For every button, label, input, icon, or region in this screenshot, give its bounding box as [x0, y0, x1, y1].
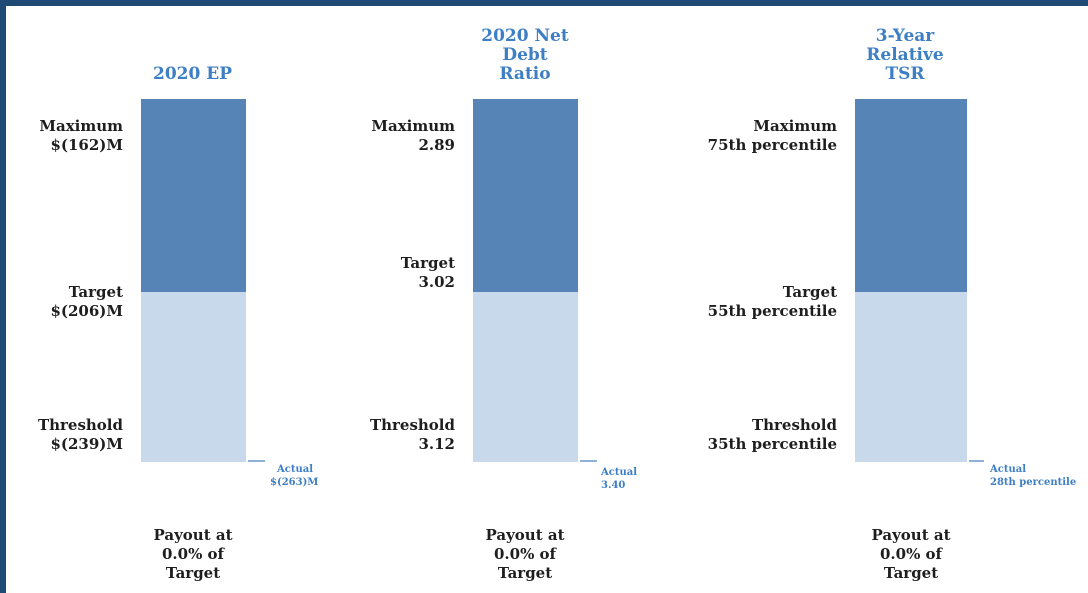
payout-line: 0.0% of	[879, 545, 943, 563]
payout-line: 0.0% of	[161, 545, 225, 563]
payout-line: Payout at	[871, 526, 951, 544]
actual-value: $(263)M	[270, 477, 319, 488]
level-threshold-ep: Threshold $(239)M	[38, 416, 123, 454]
actual-value: 28th percentile	[990, 477, 1077, 488]
panel-ep: 2020 EP Maximum $(162)M Target $(206)M T…	[0, 0, 330, 593]
payout-net-debt-ratio: Payout at 0.0% of Target	[465, 526, 585, 583]
actual-caption: Actual	[277, 464, 314, 475]
level-name: Maximum	[39, 117, 123, 135]
payout-line: 0.0% of	[493, 545, 557, 563]
level-target-net-debt-ratio: Target 3.02	[401, 254, 455, 292]
level-name: Target	[782, 283, 837, 301]
payout-line: Target	[883, 564, 939, 582]
payout-relative-tsr: Payout at 0.0% of Target	[851, 526, 971, 583]
level-maximum-ep: Maximum $(162)M	[39, 117, 123, 155]
panel-net-debt-ratio: 2020 Net Debt Ratio Maximum 2.89 Target …	[370, 26, 637, 583]
actual-marker-ep	[248, 460, 265, 462]
level-threshold-net-debt-ratio: Threshold 3.12	[370, 416, 455, 454]
actual-marker-relative-tsr	[969, 460, 984, 462]
level-target-relative-tsr: Target 55th percentile	[708, 283, 837, 321]
level-value: 35th percentile	[707, 435, 837, 453]
bar-above-target-ep	[141, 99, 246, 292]
level-value: 55th percentile	[707, 302, 837, 320]
payout-line: Target	[165, 564, 221, 582]
bar-above-target-relative-tsr	[855, 99, 967, 292]
level-name: Target	[400, 254, 455, 272]
level-value: 3.12	[418, 435, 455, 453]
actual-label-net-debt-ratio: Actual 3.40	[601, 466, 637, 492]
level-name: Maximum	[753, 117, 837, 135]
level-name: Maximum	[371, 117, 455, 135]
chart-title-relative-tsr: 3-Year Relative TSR	[866, 26, 944, 84]
level-value: $(162)M	[50, 136, 123, 154]
chart-title-ep: 2020 EP	[153, 64, 232, 84]
bar-above-target-net-debt-ratio	[473, 99, 578, 292]
level-maximum-relative-tsr: Maximum 75th percentile	[708, 117, 837, 155]
payout-line: Payout at	[153, 526, 233, 544]
actual-caption: Actual	[601, 467, 638, 478]
actual-label-relative-tsr: Actual 28th percentile	[990, 463, 1076, 489]
actual-value: 3.40	[601, 480, 626, 491]
level-target-ep: Target $(206)M	[50, 283, 123, 321]
level-maximum-net-debt-ratio: Maximum 2.89	[371, 117, 455, 155]
bar-below-target-ep	[141, 292, 246, 462]
level-value: 2.89	[418, 136, 455, 154]
level-value: $(206)M	[50, 302, 123, 320]
level-name: Threshold	[751, 416, 837, 434]
level-value: 3.02	[418, 273, 455, 291]
level-name: Threshold	[37, 416, 123, 434]
actual-label-ep: Actual $(263)M	[270, 463, 318, 489]
bar-below-target-net-debt-ratio	[473, 292, 578, 462]
actual-caption: Actual	[990, 464, 1027, 475]
actual-marker-net-debt-ratio	[580, 460, 597, 462]
level-value: $(239)M	[50, 435, 123, 453]
level-value: 75th percentile	[707, 136, 837, 154]
payout-line: Payout at	[485, 526, 565, 544]
level-name: Target	[68, 283, 123, 301]
bar-below-target-relative-tsr	[855, 292, 967, 462]
payout-ep: Payout at 0.0% of Target	[133, 526, 253, 583]
chart-title-net-debt-ratio: 2020 Net Debt Ratio	[481, 26, 569, 84]
level-name: Threshold	[369, 416, 455, 434]
level-threshold-relative-tsr: Threshold 35th percentile	[708, 416, 837, 454]
payout-line: Target	[497, 564, 553, 582]
